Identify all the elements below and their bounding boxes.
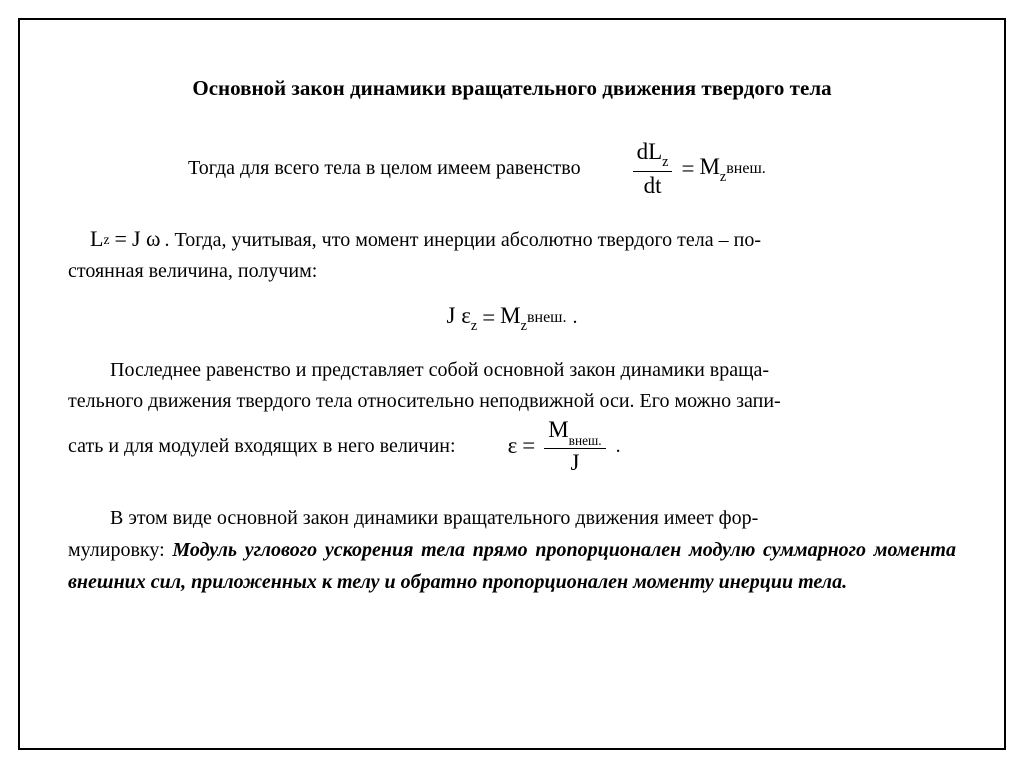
para3-line-c: сать и для модулей входящих в него велич…	[68, 431, 456, 462]
formula-2: J εz = Mz внеш. .	[447, 303, 578, 334]
line-1-text: Тогда для всего тела в целом имеем равен…	[188, 157, 581, 180]
paragraph-3: Последнее равенство и представляет собой…	[68, 355, 956, 476]
formula-1-tail: внеш.	[726, 160, 766, 178]
formula-1-denominator: dt	[640, 172, 666, 199]
formula-1-fraction: dLz dt	[633, 139, 673, 199]
formula-1-numerator: dLz	[633, 139, 673, 172]
para3-line-a: Последнее равенство и представляет собой…	[68, 355, 956, 386]
formula-3-eq: =	[522, 433, 535, 459]
formula-2-eq: =	[482, 305, 495, 331]
line-2-text-a: . Тогда, учитывая, что момент инерции аб…	[164, 225, 761, 256]
formula-lz: Lz = J ω	[90, 226, 160, 252]
formula-3-denominator: J	[566, 449, 583, 476]
para3-line-c-row: сать и для модулей входящих в него велич…	[68, 417, 956, 476]
formula-3: ε = Mвнеш. J .	[508, 417, 621, 476]
formula-2-row: J εz = Mz внеш. .	[68, 303, 956, 334]
formula-2-tail: внеш.	[527, 309, 567, 327]
formula-2-lhs: J εz	[447, 303, 478, 334]
line-1: Тогда для всего тела в целом имеем равен…	[188, 139, 956, 199]
formula-1: dLz dt = Mz внеш.	[629, 139, 766, 199]
page-frame: Основной закон динамики вращательного дв…	[18, 18, 1006, 750]
line-2-text-b: стоянная величина, получим:	[68, 256, 956, 287]
formula-1-rhs: Mz	[699, 154, 726, 185]
para3-line-b: тельного движения твердого тела относите…	[68, 386, 956, 417]
final-bold: Модуль углового ускорения тела прямо про…	[68, 539, 956, 593]
line-2: Lz = J ω . Тогда, учитывая, что момент и…	[68, 225, 956, 287]
document-title: Основной закон динамики вращательного дв…	[68, 76, 956, 101]
final-plain: мулировку:	[68, 539, 172, 561]
formula-3-lhs: ε	[508, 433, 518, 459]
final-lead: В этом виде основной закон динамики вращ…	[110, 507, 758, 529]
final-paragraph: В этом виде основной закон динамики вращ…	[68, 502, 956, 598]
formula-3-fraction: Mвнеш. J	[544, 417, 605, 476]
formula-2-rhs: Mz	[500, 303, 527, 334]
formula-3-numerator: Mвнеш.	[544, 417, 605, 449]
formula-2-dot: .	[573, 306, 578, 329]
formula-3-dot: .	[616, 435, 621, 458]
formula-1-eq: =	[681, 156, 694, 182]
